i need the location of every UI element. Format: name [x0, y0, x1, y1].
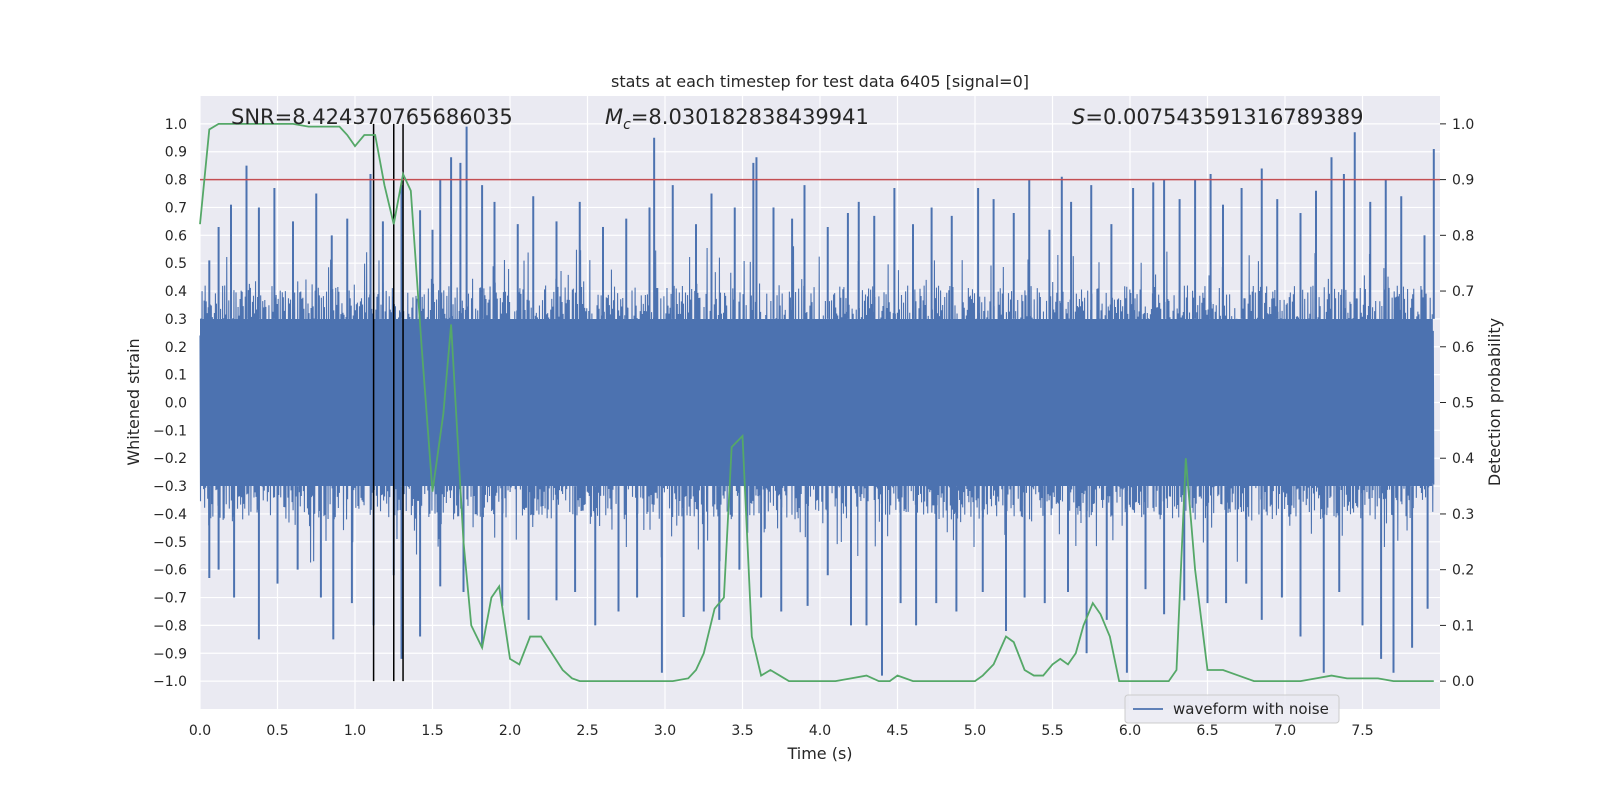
y-tick-label: 0.4 — [165, 284, 187, 300]
x-tick-label: 1.0 — [344, 723, 366, 739]
waveform-core — [200, 318, 1432, 487]
y2-tick-label: 0.2 — [1452, 563, 1474, 579]
y-tick-label: −0.1 — [153, 423, 187, 439]
y2-tick-label: 0.9 — [1452, 173, 1474, 189]
x-tick-label: 0.5 — [266, 723, 288, 739]
x-tick-label: 6.0 — [1119, 723, 1141, 739]
y-tick-label: 0.8 — [165, 173, 187, 189]
y2-tick-label: 0.7 — [1452, 284, 1474, 300]
s-annotation: S=0.007543591316789389 — [1072, 105, 1363, 129]
vertical-markers — [372, 123, 404, 682]
s-symbol: S — [1072, 105, 1085, 129]
legend: waveform with noise — [1124, 694, 1340, 724]
waveform-series — [199, 126, 1435, 676]
x-tick-label: 4.0 — [809, 723, 831, 739]
x-tick-label: 5.0 — [964, 723, 986, 739]
snr-annotation: SNR=8.424370765686035 — [231, 105, 513, 129]
y-tick-label: −0.7 — [153, 591, 187, 607]
y-tick-label: −0.2 — [153, 451, 187, 467]
x-axis-label: Time (s) — [786, 744, 852, 763]
s-value: =0.007543591316789389 — [1085, 105, 1363, 129]
y2-axis-ticks: 0.0 0.1 0.2 0.3 0.4 0.5 0.6 0.7 0.8 0.9 1.0 — [1440, 117, 1474, 690]
y-tick-label: −0.9 — [153, 646, 187, 662]
x-tick-label: 2.5 — [576, 723, 598, 739]
y-tick-label: −0.4 — [153, 507, 187, 523]
mc-value: =8.030182838439941 — [631, 105, 869, 129]
y-tick-label: 1.0 — [165, 117, 187, 133]
detection-probability-line — [199, 122, 1434, 683]
y-tick-label: 0.6 — [165, 228, 187, 244]
x-tick-label: 7.0 — [1274, 723, 1296, 739]
y-axis-ticks: −1.0 −0.9 −0.8 −0.7 −0.6 −0.5 −0.4 −0.3 −0.2 −0.1… — [153, 117, 187, 690]
y-tick-label: −0.6 — [153, 563, 187, 579]
y2-tick-label: 0.1 — [1452, 618, 1474, 634]
y-tick-label: 0.2 — [165, 340, 187, 356]
y2-tick-label: 1.0 — [1452, 117, 1474, 133]
y-tick-label: −0.8 — [153, 618, 187, 634]
y-tick-label: 0.5 — [165, 256, 187, 272]
y2-tick-label: 0.6 — [1452, 340, 1474, 356]
x-tick-label: 5.5 — [1041, 723, 1063, 739]
y2-axis-label: Detection probability — [1485, 318, 1504, 486]
mc-symbol: M — [605, 105, 623, 129]
y-tick-label: 0.9 — [165, 145, 187, 161]
x-tick-label: 1.5 — [421, 723, 443, 739]
y-axis-label: Whitened strain — [124, 338, 143, 465]
x-tick-label: 4.5 — [886, 723, 908, 739]
y-tick-label: 0.0 — [165, 396, 187, 412]
chart-title: stats at each timestep for test data 640… — [611, 72, 1029, 91]
y2-tick-label: 0.4 — [1452, 451, 1474, 467]
chirp-mass-annotation: Mc=8.030182838439941 — [605, 105, 869, 133]
y-tick-label: 0.1 — [165, 368, 187, 384]
y-tick-label: −0.3 — [153, 479, 187, 495]
y-tick-label: −1.0 — [153, 674, 187, 690]
x-tick-label: 7.5 — [1351, 723, 1373, 739]
legend-label: waveform with noise — [1173, 700, 1329, 718]
y2-tick-label: 0.0 — [1452, 674, 1474, 690]
y-tick-label: −0.5 — [153, 535, 187, 551]
x-tick-label: 6.5 — [1196, 723, 1218, 739]
y2-tick-label: 0.8 — [1452, 228, 1474, 244]
x-tick-label: 0.0 — [189, 723, 211, 739]
x-tick-label: 2.0 — [499, 723, 521, 739]
y-tick-label: 0.7 — [165, 200, 187, 216]
mc-subscript: c — [623, 117, 631, 133]
x-tick-label: 3.5 — [731, 723, 753, 739]
y2-tick-label: 0.5 — [1452, 396, 1474, 412]
y2-tick-label: 0.3 — [1452, 507, 1474, 523]
x-tick-label: 3.0 — [654, 723, 676, 739]
y-tick-label: 0.3 — [165, 312, 187, 328]
x-axis-ticks: 0.0 0.5 1.0 1.5 2.0 2.5 3.0 3.5 4.0 4.5 5.0 5.5 6.0 6… — [189, 723, 1374, 739]
legend-box — [1124, 694, 1340, 724]
